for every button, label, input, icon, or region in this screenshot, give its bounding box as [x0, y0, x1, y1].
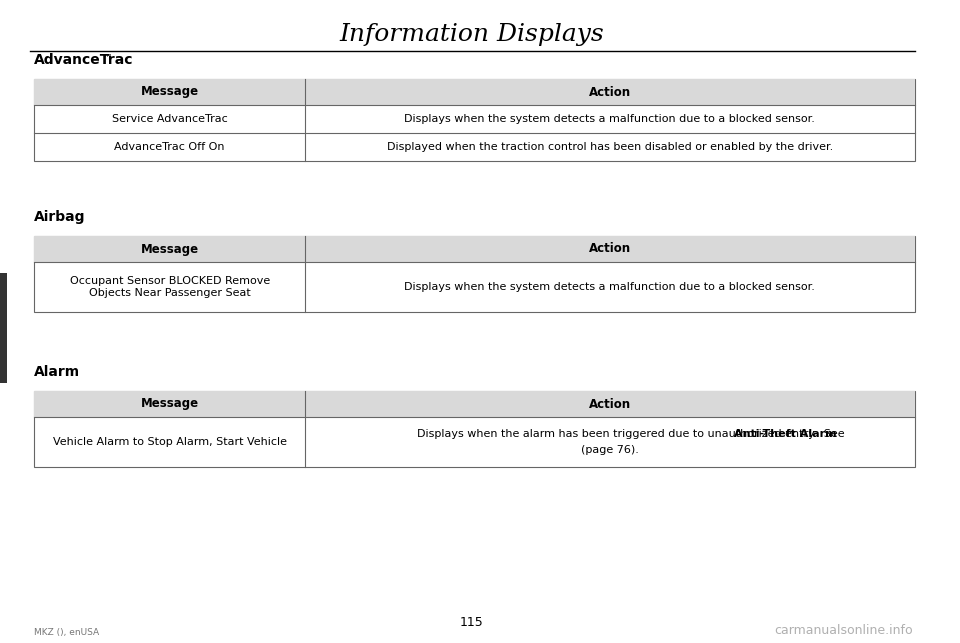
Text: Action: Action	[588, 86, 631, 98]
Bar	[35, 79, 915, 105]
Text: (page 76).: (page 76).	[581, 445, 638, 455]
Text: MKZ (), enUSA: MKZ (), enUSA	[35, 628, 100, 637]
Text: Occupant Sensor BLOCKED Remove
Objects Near Passenger Seat: Occupant Sensor BLOCKED Remove Objects N…	[69, 276, 270, 298]
Text: Vehicle Alarm to Stop Alarm, Start Vehicle: Vehicle Alarm to Stop Alarm, Start Vehic…	[53, 437, 287, 447]
Text: Displays when the system detects a malfunction due to a blocked sensor.: Displays when the system detects a malfu…	[404, 282, 815, 292]
Text: Action: Action	[588, 397, 631, 410]
Text: AdvanceTrac Off On: AdvanceTrac Off On	[114, 142, 225, 152]
Text: Airbag: Airbag	[35, 210, 85, 224]
Bar	[35, 79, 915, 161]
Text: ™: ™	[103, 52, 112, 62]
Text: Message: Message	[140, 86, 199, 98]
Text: Displays when the alarm has been triggered due to unauthorized entry.  See: Displays when the alarm has been trigger…	[418, 429, 849, 439]
Text: Message: Message	[140, 242, 199, 255]
Text: Message: Message	[140, 397, 199, 410]
Bar	[35, 391, 915, 467]
Text: 115: 115	[460, 617, 484, 629]
Text: Service AdvanceTrac: Service AdvanceTrac	[111, 114, 228, 124]
Text: Displays when the system detects a malfunction due to a blocked sensor.: Displays when the system detects a malfu…	[404, 114, 815, 124]
Text: Information Displays: Information Displays	[340, 24, 605, 46]
Text: AdvanceTrac: AdvanceTrac	[35, 53, 133, 67]
Bar	[35, 391, 915, 417]
Text: Action: Action	[588, 242, 631, 255]
Text: Alarm: Alarm	[35, 365, 81, 379]
Bar	[0, 273, 7, 383]
Text: Anti-Theft Alarm: Anti-Theft Alarm	[734, 429, 837, 439]
Bar	[35, 236, 915, 312]
Bar	[35, 236, 915, 262]
Text: carmanualsonline.info: carmanualsonline.info	[774, 624, 913, 637]
Text: Displayed when the traction control has been disabled or enabled by the driver.: Displayed when the traction control has …	[387, 142, 832, 152]
